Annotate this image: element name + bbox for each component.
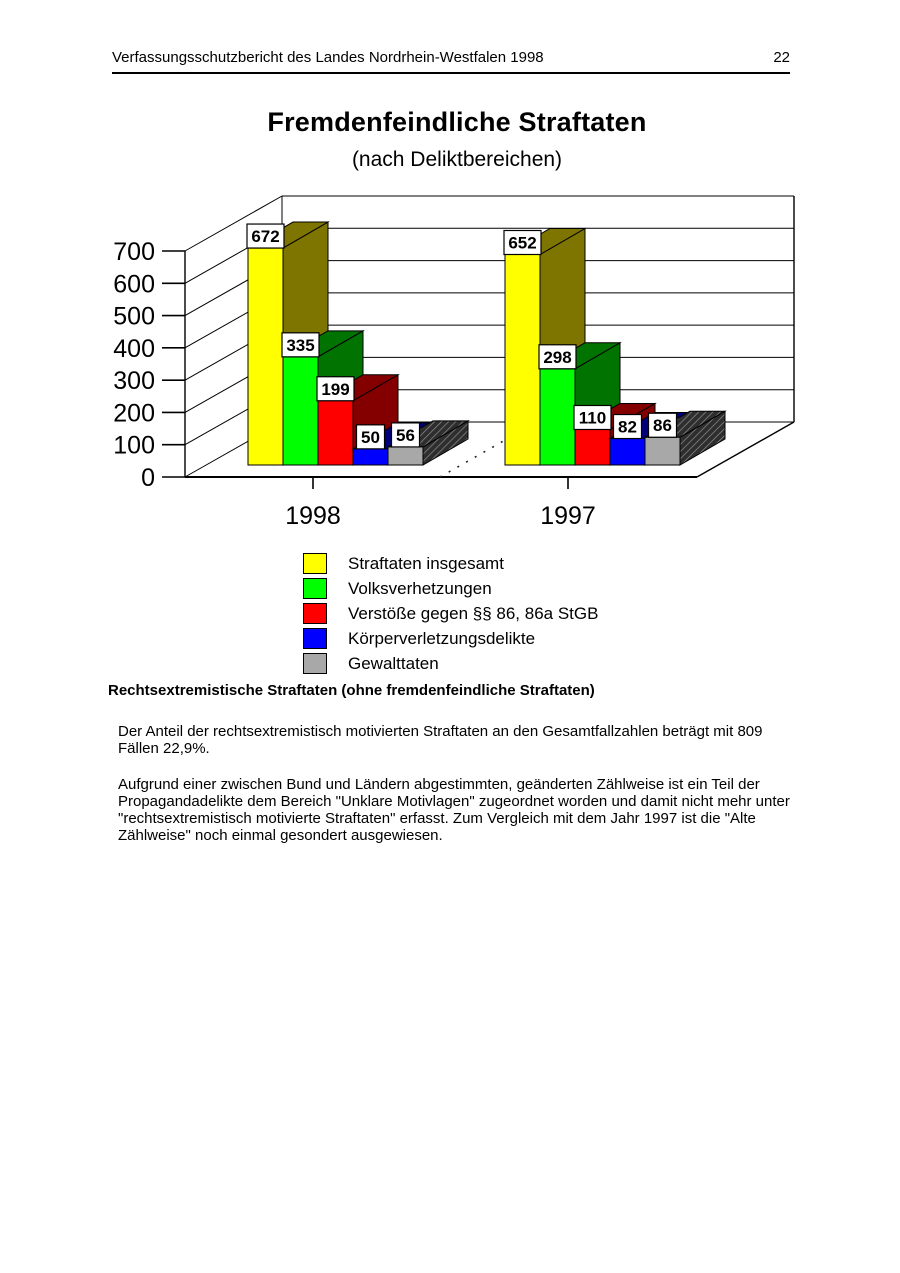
y-axis-label: 200: [113, 399, 155, 427]
value-label: 199: [321, 380, 349, 399]
value-label-box: [246, 223, 285, 249]
legend-swatch: [303, 578, 327, 599]
floor-right-edge: [696, 421, 795, 478]
chart-title: Fremdenfeindliche Straftaten: [267, 107, 647, 137]
bar-front-face: [574, 428, 611, 466]
bar-front-face: [352, 448, 389, 466]
bar-front-face: [504, 253, 541, 466]
page-header: Verfassungsschutzbericht des Landes Nord…: [112, 49, 790, 74]
value-label-box: [647, 412, 678, 438]
chart-subtitle: (nach Deliktbereichen): [351, 148, 563, 171]
y-axis-label: 100: [113, 432, 155, 460]
bar-front-face: [609, 438, 646, 466]
legend-item: Verstöße gegen §§ 86, 86a StGB: [303, 601, 598, 626]
body-paragraph: Aufgrund einer zwischen Bund und Ländern…: [118, 776, 790, 844]
body-paragraph: Der Anteil der rechtsextremistisch motiv…: [118, 723, 763, 757]
bar-front-face: [539, 368, 576, 466]
page-number: 22: [773, 49, 790, 66]
section-heading: Rechtsextremistische Straftaten (ohne fr…: [108, 682, 595, 699]
value-label-box: [390, 422, 421, 448]
y-axis-label: 500: [113, 303, 155, 331]
value-label-box: [503, 229, 542, 256]
bar-front-face: [317, 400, 354, 466]
value-label: 86: [653, 416, 672, 435]
value-label: 82: [618, 418, 637, 437]
legend-label: Verstöße gegen §§ 86, 86a StGB: [348, 603, 599, 623]
legend-item: Volksverhetzungen: [303, 576, 598, 601]
bar-front-face: [282, 356, 319, 466]
legend-item: Straftaten insgesamt: [303, 551, 598, 576]
legend-swatch: [303, 653, 327, 674]
value-label: 56: [396, 426, 415, 445]
bar-front-face: [387, 446, 424, 466]
y-axis-label: 0: [141, 464, 155, 492]
bar-front-face: [644, 436, 681, 466]
value-label-box: [281, 332, 320, 358]
legend-item: Gewalttaten: [303, 651, 598, 676]
legend-label: Straftaten insgesamt: [348, 553, 504, 573]
legend-label: Körperverletzungsdelikte: [348, 628, 536, 648]
value-label: 110: [579, 408, 606, 427]
bar-chart-svg: 0 100 200 300 400 500 600 700 672 335 199 50 56 652 29…: [113, 195, 795, 530]
y-axis-label: 700: [113, 238, 155, 266]
y-axis-label: 600: [113, 270, 155, 298]
legend-label: Volksverhetzungen: [348, 578, 492, 598]
value-label: 335: [286, 336, 314, 355]
value-label-box: [355, 424, 386, 450]
value-label-box: [573, 404, 612, 431]
x-axis-label: 1998: [285, 502, 341, 530]
header-title: Verfassungsschutzbericht des Landes Nord…: [112, 49, 544, 66]
legend-swatch: [303, 628, 327, 649]
bar-front-face: [247, 247, 284, 466]
value-label-box: [538, 344, 577, 370]
left-wall-grid-line: [184, 195, 283, 252]
chart-legend: Straftaten insgesamt Volksverhetzungen Ver…: [303, 551, 598, 676]
y-axis-label: 300: [113, 367, 155, 395]
legend-swatch: [303, 553, 327, 574]
value-label: 50: [361, 428, 380, 447]
value-label: 298: [543, 348, 571, 367]
value-label: 672: [251, 227, 279, 246]
value-label-box: [612, 413, 643, 440]
legend-label: Gewalttaten: [348, 653, 439, 673]
legend-item: Körperverletzungsdelikte: [303, 626, 598, 651]
x-axis-label: 1997: [540, 502, 596, 530]
legend-swatch: [303, 603, 327, 624]
value-label-box: [316, 376, 355, 402]
value-label: 652: [508, 233, 536, 252]
y-axis-label: 400: [113, 335, 155, 363]
